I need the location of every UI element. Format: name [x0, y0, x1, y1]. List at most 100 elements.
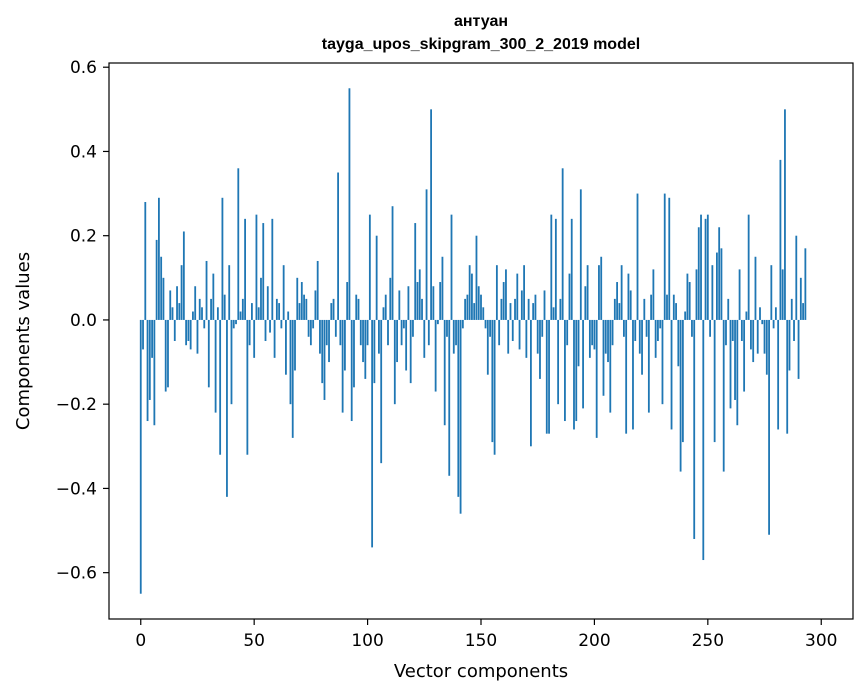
bar: [182, 231, 185, 320]
bar: [568, 273, 571, 320]
bar: [566, 319, 569, 346]
bar: [407, 286, 410, 320]
bar: [427, 319, 430, 346]
bar: [421, 298, 423, 320]
bar: [148, 319, 151, 400]
bar: [330, 303, 333, 320]
bar: [706, 214, 709, 320]
bar: [402, 319, 405, 329]
bar: [734, 319, 736, 400]
bar: [784, 109, 786, 320]
bar: [228, 265, 231, 320]
bar: [663, 193, 666, 320]
bar: [162, 277, 165, 320]
bar: [482, 307, 485, 320]
bar: [400, 319, 403, 346]
x-tick-label: 150: [465, 631, 497, 651]
bar: [391, 206, 394, 320]
bar: [505, 269, 507, 320]
bar: [325, 319, 328, 346]
bar: [550, 214, 553, 320]
bar: [434, 319, 437, 392]
bar: [169, 290, 172, 320]
bar: [350, 319, 353, 422]
bar: [473, 303, 476, 320]
chart-title: антуан: [453, 13, 509, 30]
bar: [278, 303, 281, 320]
bar: [681, 319, 684, 443]
bar: [316, 260, 319, 320]
bar: [525, 319, 528, 358]
bar: [382, 307, 385, 320]
bar: [153, 319, 156, 426]
bar: [269, 319, 271, 333]
bar: [230, 319, 233, 405]
bar: [625, 319, 628, 434]
bar: [486, 319, 489, 375]
bar: [772, 319, 775, 329]
bar: [781, 269, 784, 320]
bar: [711, 265, 714, 320]
bar: [341, 319, 344, 413]
bar: [275, 298, 278, 320]
x-tick-label: 100: [351, 631, 383, 651]
bar: [697, 227, 700, 320]
bar: [418, 269, 421, 320]
bar: [271, 218, 274, 320]
bar: [638, 319, 641, 354]
bar: [344, 319, 346, 371]
bar: [368, 214, 371, 320]
bar: [167, 319, 169, 388]
bar: [480, 294, 482, 320]
bar: [623, 319, 625, 337]
y-tick-label: 0.0: [70, 311, 97, 331]
bar: [527, 298, 530, 320]
bar: [457, 319, 460, 497]
bar: [613, 298, 616, 320]
bar: [491, 319, 494, 443]
bar: [588, 319, 591, 358]
bar: [618, 303, 621, 320]
bar: [232, 319, 235, 329]
bar: [139, 319, 142, 594]
y-tick-label: 0.6: [70, 58, 97, 78]
bar: [770, 265, 773, 320]
bar: [675, 303, 677, 320]
x-tick-label: 0: [135, 631, 146, 651]
y-tick-label: −0.6: [56, 564, 97, 584]
bar: [564, 319, 566, 422]
bar: [489, 319, 491, 337]
bar: [158, 197, 160, 320]
bar: [548, 319, 550, 434]
bar: [173, 319, 176, 341]
bar: [423, 319, 426, 358]
bar: [557, 319, 560, 405]
bar: [237, 168, 240, 320]
bar: [670, 319, 673, 430]
bar: [611, 319, 614, 346]
bar: [219, 319, 222, 455]
bar: [752, 319, 755, 363]
bar: [260, 277, 262, 320]
bar: [203, 319, 206, 329]
bar: [750, 319, 752, 350]
bar: [437, 319, 439, 325]
bar: [688, 282, 691, 320]
bar: [686, 273, 689, 320]
bar: [702, 319, 705, 561]
bar: [650, 294, 653, 320]
bar: [446, 319, 448, 337]
bar: [654, 319, 657, 358]
bar: [722, 319, 725, 472]
bar: [500, 298, 503, 320]
bar: [373, 319, 376, 384]
bar: [380, 319, 383, 464]
bar: [319, 319, 321, 354]
bar: [439, 282, 442, 320]
bar: [793, 319, 795, 341]
bar: [192, 311, 194, 320]
y-axis-label: Components values: [13, 252, 34, 430]
bar: [704, 218, 707, 320]
bar: [289, 319, 292, 405]
bar: [468, 265, 471, 320]
